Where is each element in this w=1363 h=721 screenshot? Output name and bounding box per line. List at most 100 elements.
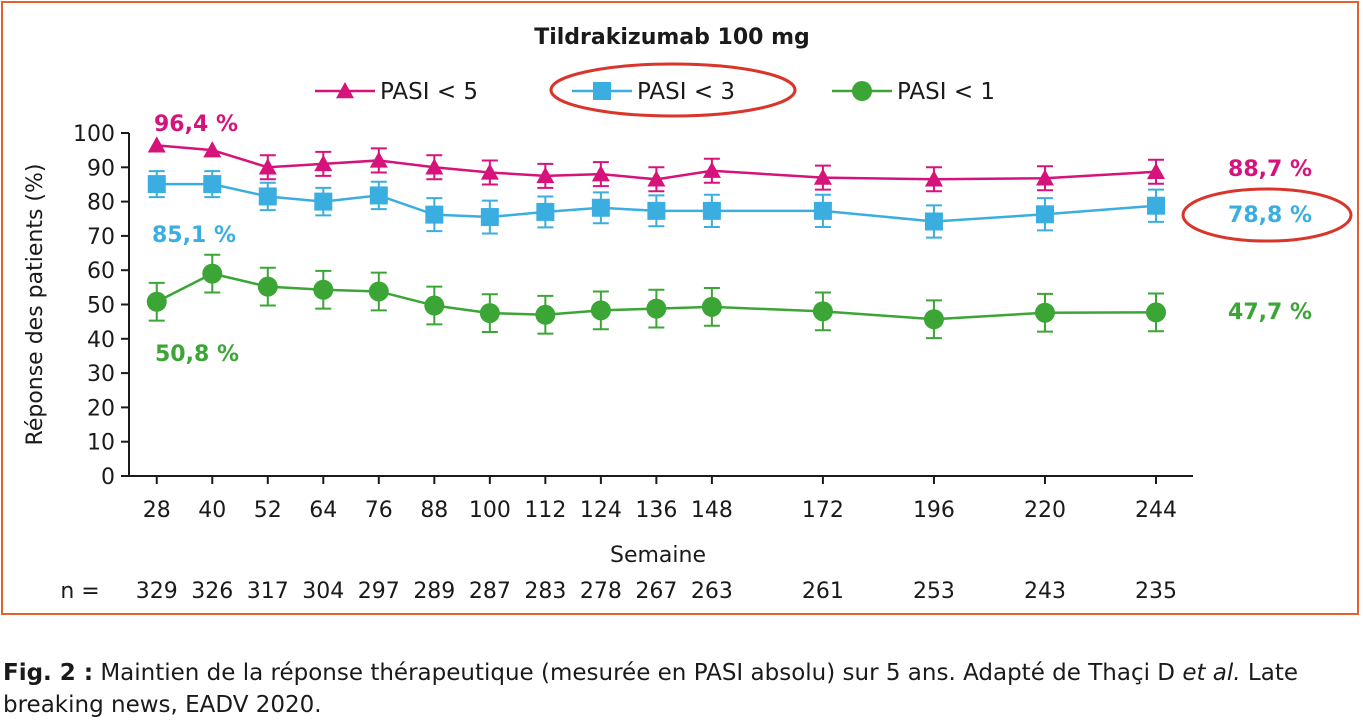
y-tick-label: 100	[73, 122, 115, 147]
n-value: 317	[247, 579, 289, 604]
figure-caption: Fig. 2 : Maintien de la réponse thérapeu…	[3, 657, 1359, 721]
y-tick-label: 60	[87, 259, 115, 284]
n-value: 261	[802, 579, 844, 604]
data-point-square	[480, 208, 499, 227]
data-point-triangle	[647, 170, 666, 187]
y-tick-label: 30	[87, 362, 115, 387]
n-value: 287	[469, 579, 511, 604]
n-value: 304	[302, 579, 344, 604]
x-axis-label: Semaine	[610, 543, 706, 568]
y-tick-label: 40	[87, 328, 115, 353]
caption-text: Maintien de la réponse thérapeutique (me…	[93, 660, 1183, 686]
x-tick-label: 148	[691, 498, 733, 523]
x-tick-label: 196	[913, 498, 955, 523]
x-tick-label: 124	[580, 498, 622, 523]
data-point-triangle	[924, 170, 943, 187]
n-value: 235	[1135, 579, 1177, 604]
data-point-square	[647, 201, 666, 220]
end-value-label: 47,7 %	[1228, 300, 1312, 325]
n-value: 253	[913, 579, 955, 604]
data-point-triangle	[480, 163, 499, 180]
x-tick-label: 136	[635, 498, 677, 523]
end-value-label: 78,8 %	[1228, 203, 1312, 228]
x-tick-label: 100	[469, 498, 511, 523]
data-point-circle	[646, 298, 667, 319]
data-point-square	[702, 201, 721, 220]
data-point-circle	[1034, 302, 1055, 323]
legend-label: PASI < 5	[380, 79, 478, 105]
data-point-triangle	[314, 154, 333, 172]
data-point-square	[813, 201, 832, 220]
x-tick-label: 52	[254, 498, 282, 523]
x-tick-label: 28	[143, 498, 171, 523]
data-point-triangle	[147, 136, 166, 153]
y-axis-label: Réponse des patients (%)	[23, 164, 48, 446]
start-value-label: 50,8 %	[155, 342, 239, 367]
data-point-square	[536, 202, 555, 221]
data-point-circle	[923, 309, 944, 330]
data-point-triangle	[369, 151, 388, 168]
figure-frame	[1, 1, 1359, 615]
n-value: 283	[524, 579, 566, 604]
data-point-triangle	[1146, 162, 1165, 179]
y-tick-label: 20	[87, 396, 115, 421]
y-tick-label: 0	[101, 465, 115, 490]
data-point-circle	[202, 263, 223, 284]
y-tick-label: 80	[87, 191, 115, 216]
n-value: 243	[1024, 579, 1066, 604]
legend-marker	[336, 82, 354, 99]
end-value-label: 88,7 %	[1228, 157, 1312, 182]
legend-marker	[593, 82, 611, 100]
n-value: 329	[136, 579, 178, 604]
data-point-circle	[313, 279, 334, 300]
x-tick-label: 76	[365, 498, 393, 523]
y-tick-label: 70	[87, 225, 115, 250]
caption-text-end: Late breaking news, EADV 2020.	[3, 660, 1298, 718]
data-point-circle	[479, 303, 500, 324]
x-tick-label: 220	[1024, 498, 1066, 523]
data-point-triangle	[425, 158, 444, 175]
data-point-square	[369, 186, 388, 205]
start-value-label: 85,1 %	[152, 223, 236, 248]
legend-marker	[852, 81, 872, 101]
data-point-circle	[535, 304, 556, 325]
n-value: 326	[191, 579, 233, 604]
data-point-triangle	[1035, 169, 1054, 186]
data-point-circle	[812, 301, 833, 322]
data-point-square	[1146, 196, 1165, 215]
data-point-circle	[424, 295, 445, 316]
data-point-circle	[146, 291, 167, 312]
x-tick-label: 244	[1135, 498, 1177, 523]
data-point-circle	[701, 296, 722, 317]
data-point-triangle	[702, 161, 721, 178]
caption-italic: et al.	[1182, 660, 1241, 686]
data-point-square	[314, 192, 333, 211]
y-tick-label: 50	[87, 294, 115, 319]
highlight-ellipse-legend	[549, 62, 797, 118]
data-point-square	[591, 198, 610, 217]
n-value: 263	[691, 579, 733, 604]
data-point-square	[924, 212, 943, 231]
n-value: 289	[413, 579, 455, 604]
legend-label: PASI < 1	[897, 79, 995, 105]
data-point-square	[258, 187, 277, 206]
data-point-square	[147, 175, 166, 194]
data-point-triangle	[591, 165, 610, 182]
data-point-circle	[368, 281, 389, 302]
start-value-label: 96,4 %	[154, 112, 238, 137]
data-point-circle	[257, 276, 278, 297]
x-tick-label: 40	[198, 498, 226, 523]
data-point-circle	[590, 300, 611, 321]
x-tick-label: 112	[524, 498, 566, 523]
n-value: 278	[580, 579, 622, 604]
data-point-triangle	[203, 141, 222, 158]
x-tick-label: 88	[420, 498, 448, 523]
y-tick-label: 90	[87, 156, 115, 181]
n-value: 297	[358, 579, 400, 604]
y-tick-label: 10	[87, 431, 115, 456]
x-tick-label: 64	[309, 498, 337, 523]
n-row-label: n =	[60, 579, 99, 604]
x-tick-label: 172	[802, 498, 844, 523]
data-point-triangle	[258, 158, 277, 175]
highlight-ellipse-value	[1181, 187, 1353, 243]
